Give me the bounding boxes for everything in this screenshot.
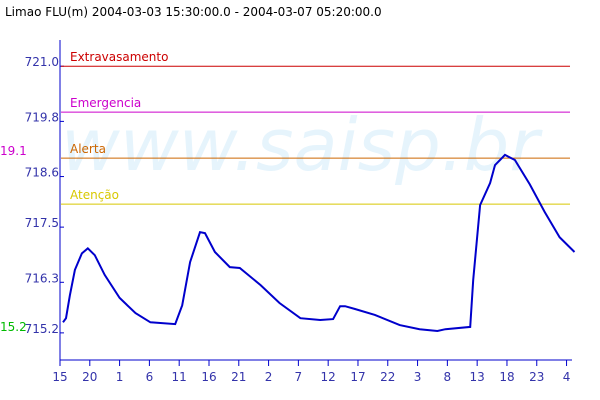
y-tick-label: 717.5 <box>25 216 59 230</box>
x-tick-label: 15 <box>52 370 67 384</box>
x-tick-label: 20 <box>82 370 97 384</box>
x-tick-label: 17 <box>350 370 365 384</box>
y-tick-label: 721.0 <box>25 55 59 69</box>
x-tick-label: 12 <box>321 370 336 384</box>
x-tick-label: 6 <box>146 370 154 384</box>
y-tick-label: 715.2 <box>25 322 59 336</box>
x-tick-label: 22 <box>380 370 395 384</box>
watermark: www.saisp.br <box>61 103 543 187</box>
x-tick-label: 18 <box>499 370 514 384</box>
x-tick-label: 13 <box>470 370 485 384</box>
threshold-label: Atenção <box>70 188 119 202</box>
x-tick-label: 21 <box>231 370 246 384</box>
threshold-label: Alerta <box>70 142 106 156</box>
x-tick-label: 11 <box>172 370 187 384</box>
annotation: 19.1 <box>0 144 27 158</box>
y-tick-label: 719.8 <box>25 110 59 124</box>
x-tick-label: 2 <box>265 370 273 384</box>
x-tick-label: 8 <box>444 370 452 384</box>
x-tick-label: 23 <box>529 370 544 384</box>
y-tick-label: 716.3 <box>25 271 59 285</box>
chart-title: Limao FLU(m) 2004-03-03 15:30:00.0 - 200… <box>5 5 382 19</box>
threshold-label: Extravasamento <box>70 50 168 64</box>
annotation: 15.2 <box>0 320 27 334</box>
y-tick-label: 718.6 <box>25 166 59 180</box>
x-tick-label: 4 <box>563 370 571 384</box>
x-tick-label: 1 <box>116 370 124 384</box>
x-tick-label: 7 <box>295 370 303 384</box>
x-tick-label: 3 <box>414 370 422 384</box>
data-line <box>62 153 576 333</box>
x-tick-label: 16 <box>201 370 216 384</box>
threshold-label: Emergencia <box>70 96 141 110</box>
